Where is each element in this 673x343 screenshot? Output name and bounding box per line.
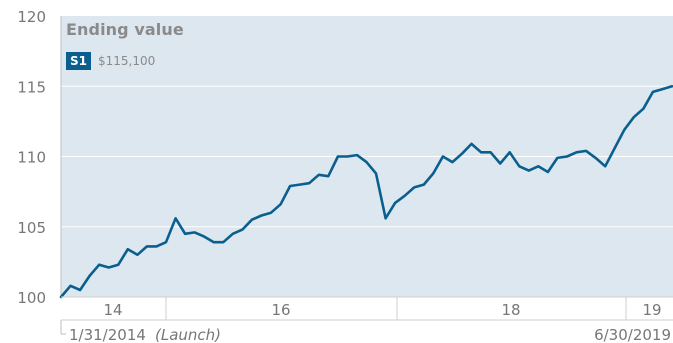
legend-entry: S1 $115,100 [66, 52, 184, 70]
y-tick-label: 100 [17, 289, 46, 307]
y-tick-label: 115 [17, 78, 46, 96]
x-year-label: 18 [501, 301, 520, 319]
y-tick-label: 105 [17, 219, 46, 237]
x-year-label: 14 [103, 301, 122, 319]
x-end-label: 6/30/2019 [594, 326, 671, 343]
series-line [59, 85, 673, 299]
legend: Ending value S1 $115,100 [66, 20, 184, 70]
x-start-note: (Launch) [155, 326, 221, 343]
x-year-label: 19 [642, 301, 661, 319]
x-year-label: 16 [271, 301, 290, 319]
legend-title: Ending value [66, 20, 184, 39]
x-start-label: 1/31/2014 [69, 326, 146, 343]
legend-badge: S1 [66, 52, 91, 70]
y-tick-label: 110 [17, 149, 46, 167]
legend-value: $115,100 [98, 54, 156, 68]
y-tick-label: 120 [17, 8, 46, 26]
